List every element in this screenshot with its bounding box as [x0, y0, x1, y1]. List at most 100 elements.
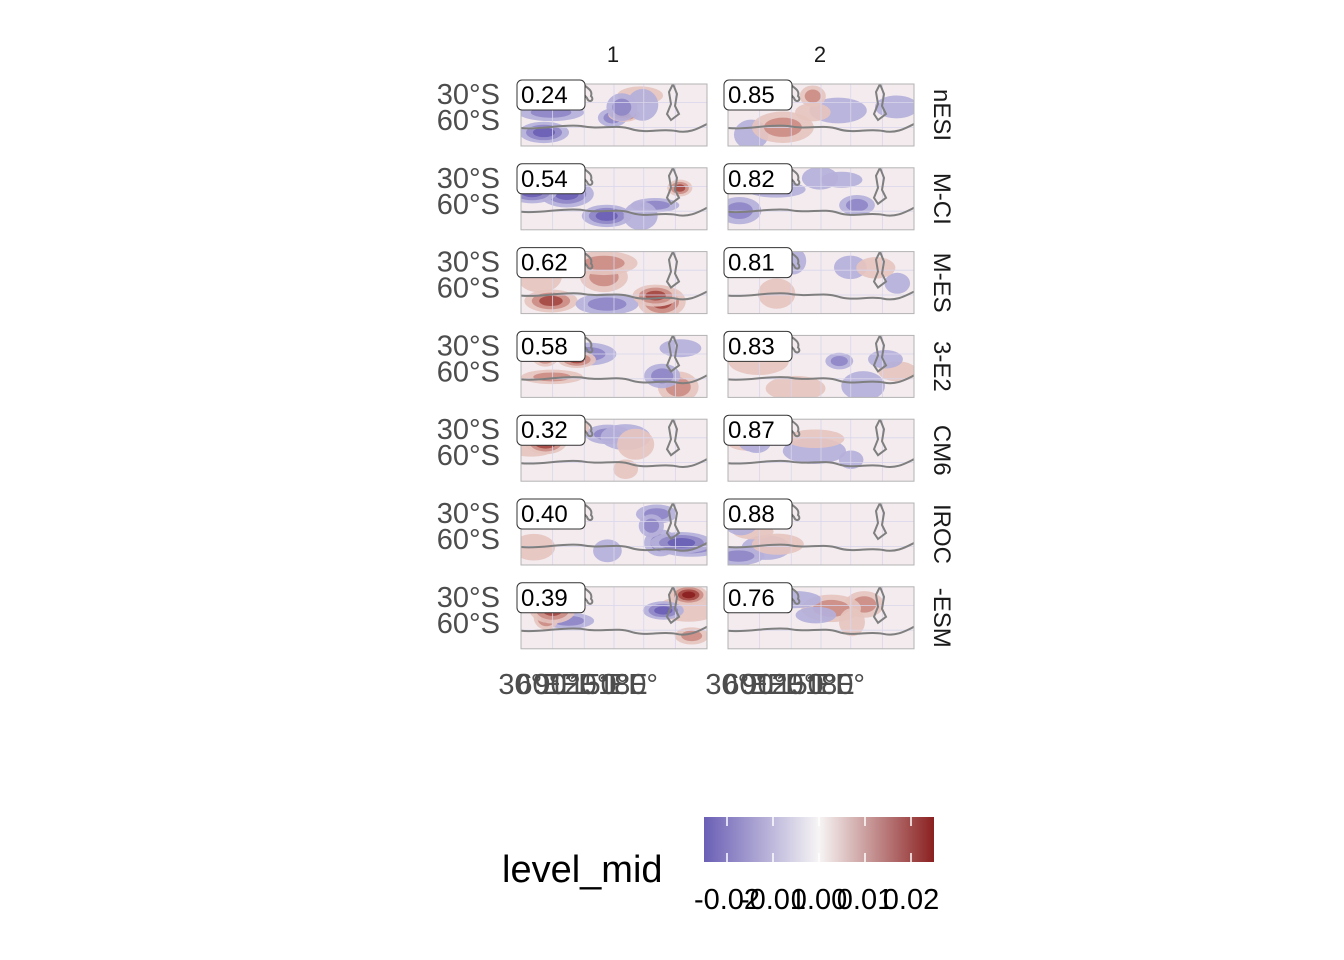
correlation-label-box: [516, 79, 586, 111]
coastline: [872, 586, 888, 625]
y-tick-label: 30°S: [437, 79, 500, 111]
legend-ticks: -0.02-0.010.000.010.02: [694, 817, 939, 916]
coastline: [521, 458, 707, 468]
anomaly-contour: [612, 98, 632, 116]
correlation-label-box: [516, 163, 586, 195]
y-tick-label: 60°S: [437, 524, 500, 556]
correlation-label: 0.87: [728, 417, 775, 444]
anomaly-contour: [659, 339, 702, 358]
map-panel: 0.58: [516, 330, 708, 398]
y-tick-label: 60°S: [437, 189, 500, 221]
correlation-label: 0.24: [521, 82, 568, 109]
row-strip-label: IROC: [928, 504, 955, 564]
legend-title: level_mid: [502, 849, 663, 891]
anomaly-contour: [623, 201, 658, 230]
map-panel: 0.24: [516, 79, 708, 147]
correlation-label: 0.40: [521, 501, 568, 528]
coastline: [665, 167, 681, 206]
coastline: [872, 419, 888, 457]
coastline: [728, 374, 914, 385]
anomaly-contour: [795, 606, 837, 624]
y-tick-label: 30°S: [437, 498, 500, 530]
anomaly-contour: [841, 371, 886, 398]
row-strip-label: nESI: [928, 89, 955, 141]
x-tick-label: 180°: [598, 669, 658, 701]
correlation-label: 0.76: [728, 585, 775, 612]
y-tick-label: 30°S: [437, 330, 500, 362]
anomaly-contour: [830, 355, 848, 367]
row-strip-label: M-CI: [928, 173, 955, 225]
correlation-label: 0.32: [521, 417, 568, 444]
coastline: [665, 84, 681, 122]
coastline: [872, 251, 888, 290]
correlation-label: 0.88: [728, 501, 775, 528]
y-tick-label: 30°S: [437, 582, 500, 614]
row-strip-label: CM6: [928, 425, 955, 476]
anomaly-contour: [820, 171, 863, 188]
y-tick-label: 30°S: [437, 163, 500, 195]
coastline: [521, 290, 707, 301]
y-tick-label: 60°S: [437, 356, 500, 388]
anomaly-contour: [643, 518, 660, 533]
coastline: [872, 167, 888, 206]
correlation-label-box: [516, 498, 586, 530]
correlation-label: 0.58: [521, 333, 568, 360]
y-tick-label: 30°S: [437, 247, 500, 279]
anomaly-contour: [884, 272, 911, 294]
x-tick-label: 120°E: [548, 669, 627, 701]
map-panel: 0.81: [723, 247, 915, 315]
coastline: [665, 586, 681, 625]
anomaly-contour: [846, 198, 869, 212]
anomaly-contour: [667, 538, 696, 548]
coastline: [728, 206, 914, 217]
x-tick-label: 150°E: [775, 669, 854, 701]
coastline: [872, 335, 888, 373]
column-label-1: 1: [607, 42, 619, 67]
correlation-label: 0.54: [521, 166, 568, 193]
coastline: [872, 84, 888, 122]
map-panel: 0.76: [723, 582, 915, 650]
coastline: [728, 542, 914, 552]
x-tick-label: 60°E: [723, 669, 786, 701]
coastline: [521, 374, 707, 385]
row-strip-label: 3-E2: [928, 341, 955, 392]
map-panel: 0.54: [516, 163, 708, 231]
coastline: [728, 123, 914, 133]
x-tick-label: 90°E: [741, 669, 804, 701]
anomaly-contour: [593, 539, 622, 563]
map-panel: 0.40: [516, 498, 708, 566]
coastline: [665, 335, 681, 373]
map-panel: 0.87: [723, 414, 915, 482]
correlation-label: 0.39: [521, 585, 568, 612]
coastline: [728, 290, 914, 301]
coastline: [665, 251, 681, 290]
correlation-label: 0.81: [728, 250, 775, 277]
x-tick-label: 90°E: [534, 669, 597, 701]
x-axis-col1: 30°E 60°E 90°E 120°E 150°E 180°: [498, 669, 658, 701]
y-axis-labels: 30°S60°S30°S60°S30°S60°S30°S60°S30°S60°S…: [437, 79, 500, 640]
column-label-2: 2: [814, 42, 826, 67]
correlation-label-box: [723, 498, 793, 530]
correlation-label-box: [516, 414, 586, 446]
anomaly-contour: [681, 630, 703, 642]
x-tick-label: 30°E: [705, 669, 768, 701]
correlation-label-box: [516, 247, 586, 279]
coastline: [521, 625, 707, 636]
coastline: [665, 419, 681, 457]
map-panel: 0.62: [516, 247, 708, 315]
coastline: [872, 503, 888, 541]
anomaly-contour: [539, 295, 563, 307]
legend-tick-label: -0.02: [694, 884, 760, 916]
legend-tick-label: -0.01: [740, 884, 806, 916]
x-tick-label: 120°E: [755, 669, 834, 701]
correlation-label-box: [723, 79, 793, 111]
map-panel: 0.88: [723, 498, 915, 566]
x-tick-label: 150°E: [568, 669, 647, 701]
row-strip-label: -ESM: [928, 588, 955, 648]
anomaly-contour: [651, 368, 674, 384]
x-tick-label: 60°E: [516, 669, 579, 701]
correlation-label-box: [516, 582, 586, 614]
coastline: [521, 123, 707, 133]
coastline: [521, 206, 707, 217]
